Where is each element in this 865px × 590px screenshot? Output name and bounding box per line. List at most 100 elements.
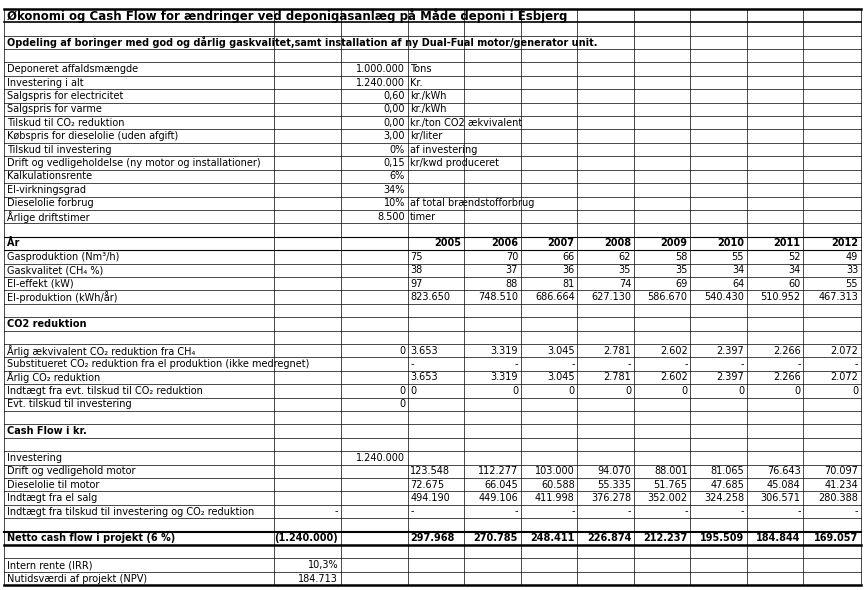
Text: 51.765: 51.765 <box>654 480 688 490</box>
Text: Evt. tilskud til investering: Evt. tilskud til investering <box>7 399 131 409</box>
Text: Kr.: Kr. <box>410 77 423 87</box>
Text: 70: 70 <box>506 252 518 262</box>
Text: 0: 0 <box>399 399 405 409</box>
Text: 2008: 2008 <box>604 238 631 248</box>
Text: 0,00: 0,00 <box>383 118 405 128</box>
Text: 52: 52 <box>788 252 801 262</box>
Text: 58: 58 <box>676 252 688 262</box>
Text: 184.713: 184.713 <box>298 573 338 584</box>
Text: -: - <box>335 507 338 517</box>
Text: 184.844: 184.844 <box>756 533 801 543</box>
Text: 494.190: 494.190 <box>410 493 450 503</box>
Text: 35: 35 <box>618 266 631 276</box>
Text: 0: 0 <box>568 386 574 396</box>
Text: 41.234: 41.234 <box>824 480 858 490</box>
Text: 64: 64 <box>732 278 744 289</box>
Text: 3.319: 3.319 <box>490 372 518 382</box>
Text: Deponeret affaldsmængde: Deponeret affaldsmængde <box>7 64 138 74</box>
Text: 0: 0 <box>399 386 405 396</box>
Text: Substitueret CO₂ reduktion fra el produktion (ikke medregnet): Substitueret CO₂ reduktion fra el produk… <box>7 359 310 369</box>
Text: Tilskud til CO₂ reduktion: Tilskud til CO₂ reduktion <box>7 118 125 128</box>
Text: 33: 33 <box>846 266 858 276</box>
Text: kr./ton CO2 ækvivalent: kr./ton CO2 ækvivalent <box>410 118 522 128</box>
Text: 195.509: 195.509 <box>700 533 744 543</box>
Text: af total brændstofforbrug: af total brændstofforbrug <box>410 198 535 208</box>
Text: Dieselolie til motor: Dieselolie til motor <box>7 480 99 490</box>
Text: 55: 55 <box>846 278 858 289</box>
Text: 60: 60 <box>789 278 801 289</box>
Text: 169.057: 169.057 <box>814 533 858 543</box>
Text: 34%: 34% <box>384 185 405 195</box>
Text: 2.266: 2.266 <box>773 372 801 382</box>
Text: 449.106: 449.106 <box>478 493 518 503</box>
Text: 34: 34 <box>732 266 744 276</box>
Text: -: - <box>410 359 413 369</box>
Text: kr./kWh: kr./kWh <box>410 104 446 114</box>
Text: Drift og vedligehold motor: Drift og vedligehold motor <box>7 466 136 476</box>
Text: 0: 0 <box>852 386 858 396</box>
Text: -: - <box>798 359 801 369</box>
Text: Købspris for dieselolie (uden afgift): Købspris for dieselolie (uden afgift) <box>7 131 178 141</box>
Text: 3.319: 3.319 <box>490 346 518 356</box>
Text: -: - <box>740 507 744 517</box>
Text: Investering i alt: Investering i alt <box>7 77 84 87</box>
Text: -: - <box>855 507 858 517</box>
Text: 352.002: 352.002 <box>648 493 688 503</box>
Text: 2010: 2010 <box>717 238 744 248</box>
Text: 0,00: 0,00 <box>383 104 405 114</box>
Text: -: - <box>571 507 574 517</box>
Text: 10,3%: 10,3% <box>308 560 338 570</box>
Text: -: - <box>798 507 801 517</box>
Text: kr./kWh: kr./kWh <box>410 91 446 101</box>
Text: 112.277: 112.277 <box>477 466 518 476</box>
Text: 3.045: 3.045 <box>547 346 574 356</box>
Text: 212.237: 212.237 <box>644 533 688 543</box>
Text: 2009: 2009 <box>661 238 688 248</box>
Text: Opdeling af boringer med god og dårlig gaskvalitet,samt installation af ny Dual-: Opdeling af boringer med god og dårlig g… <box>7 37 598 48</box>
Text: 35: 35 <box>676 266 688 276</box>
Text: 36: 36 <box>562 266 574 276</box>
Text: 81.065: 81.065 <box>710 466 744 476</box>
Text: 686.664: 686.664 <box>535 292 574 302</box>
Text: 270.785: 270.785 <box>474 533 518 543</box>
Text: 47.685: 47.685 <box>710 480 744 490</box>
Text: kr/kwd produceret: kr/kwd produceret <box>410 158 499 168</box>
Text: 2011: 2011 <box>773 238 801 248</box>
Text: 1.000.000: 1.000.000 <box>356 64 405 74</box>
Text: 0,15: 0,15 <box>383 158 405 168</box>
Text: 2012: 2012 <box>831 238 858 248</box>
Text: 97: 97 <box>410 278 423 289</box>
Text: 66.045: 66.045 <box>484 480 518 490</box>
Text: 45.084: 45.084 <box>767 480 801 490</box>
Text: 55: 55 <box>732 252 744 262</box>
Text: 88.001: 88.001 <box>654 466 688 476</box>
Text: 2.602: 2.602 <box>660 346 688 356</box>
Text: -: - <box>628 507 631 517</box>
Text: Salgspris for electricitet: Salgspris for electricitet <box>7 91 124 101</box>
Text: Årlig CO₂ reduktion: Årlig CO₂ reduktion <box>7 372 100 384</box>
Text: 226.874: 226.874 <box>586 533 631 543</box>
Text: Økonomi og Cash Flow for ændringer ved deponigasanlæg på Måde deponi i Esbjerg: Økonomi og Cash Flow for ændringer ved d… <box>7 8 567 23</box>
Text: -: - <box>515 507 518 517</box>
Text: 2.397: 2.397 <box>716 372 744 382</box>
Text: 823.650: 823.650 <box>410 292 451 302</box>
Text: 627.130: 627.130 <box>591 292 631 302</box>
Text: Gasproduktion (Nm³/h): Gasproduktion (Nm³/h) <box>7 252 119 262</box>
Text: 123.548: 123.548 <box>410 466 451 476</box>
Text: 60.588: 60.588 <box>541 480 574 490</box>
Text: 2.266: 2.266 <box>773 346 801 356</box>
Text: 37: 37 <box>506 266 518 276</box>
Text: timer: timer <box>410 212 436 222</box>
Text: Gaskvalitet (CH₄ %): Gaskvalitet (CH₄ %) <box>7 266 103 276</box>
Text: (1.240.000): (1.240.000) <box>274 533 338 543</box>
Text: -: - <box>410 507 413 517</box>
Text: 70.097: 70.097 <box>824 466 858 476</box>
Text: 2.602: 2.602 <box>660 372 688 382</box>
Text: -: - <box>628 359 631 369</box>
Text: -: - <box>684 507 688 517</box>
Text: Netto cash flow i projekt (6 %): Netto cash flow i projekt (6 %) <box>7 533 176 543</box>
Text: Indtægt fra tilskud til investering og CO₂ reduktion: Indtægt fra tilskud til investering og C… <box>7 507 254 517</box>
Text: 2.397: 2.397 <box>716 346 744 356</box>
Text: CO2 reduktion: CO2 reduktion <box>7 319 86 329</box>
Text: 0,60: 0,60 <box>383 91 405 101</box>
